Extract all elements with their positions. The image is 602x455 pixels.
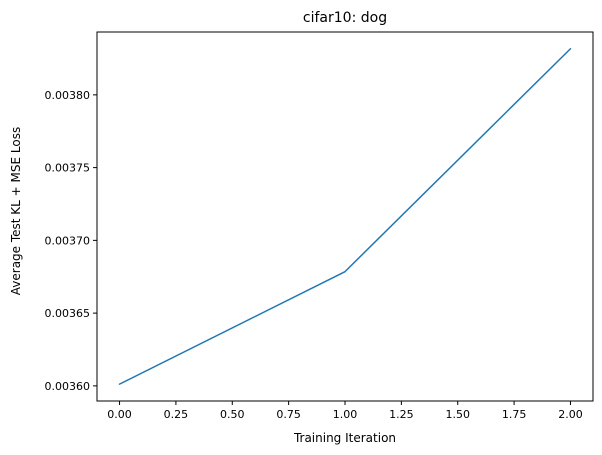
x-tick-label: 1.25: [389, 408, 414, 421]
y-tick-label: 0.00365: [45, 307, 91, 320]
y-tick-label: 0.00380: [45, 89, 91, 102]
x-tick-label: 0.50: [220, 408, 245, 421]
axes-frame: [96, 31, 594, 402]
x-tick-label: 0.75: [276, 408, 301, 421]
x-tick-label: 1.75: [502, 408, 527, 421]
y-tick-label: 0.00370: [45, 234, 91, 247]
x-tick-label: 0.00: [107, 408, 132, 421]
y-tick-label: 0.00375: [45, 162, 91, 175]
chart-title: cifar10: dog: [303, 10, 387, 26]
x-tick-label: 1.00: [333, 408, 358, 421]
series-line-0: [118, 47, 572, 385]
x-tick-label: 0.25: [164, 408, 189, 421]
x-tick-label: 2.00: [558, 408, 583, 421]
y-tick-label: 0.00360: [45, 380, 91, 393]
series-lines: [118, 47, 572, 385]
ticks: 0.00 0.25 0.50 0.75 1.00 1.25 1.50 1.75 2.00 0.00…: [45, 89, 583, 421]
x-tick-label: 1.50: [445, 408, 470, 421]
y-axis-label: Average Test KL + MSE Loss: [9, 127, 23, 295]
x-axis-label: Training Iteration: [293, 431, 396, 445]
